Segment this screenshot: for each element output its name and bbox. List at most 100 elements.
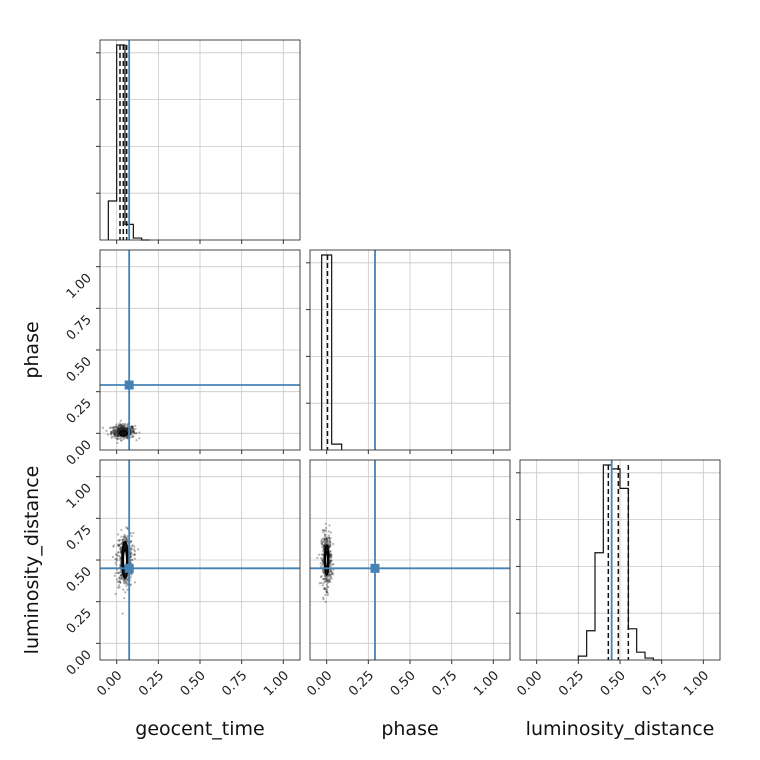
sample-point: [329, 580, 332, 583]
sample-point: [327, 580, 330, 583]
sample-point: [120, 427, 123, 430]
sample-point: [131, 425, 134, 429]
sample-point: [328, 537, 331, 541]
sample-point: [119, 427, 122, 431]
sample-point: [118, 538, 121, 541]
sample-point: [120, 577, 123, 580]
sample-point: [133, 549, 137, 553]
sample-point: [130, 427, 134, 430]
sample-point: [324, 522, 327, 525]
sample-point: [119, 556, 122, 559]
histogram-geocent_time: [107, 44, 150, 241]
sample-point: [316, 556, 319, 559]
panel-geocent_time-geocent_time: [96, 39, 301, 244]
sample-point: [322, 582, 325, 585]
sample-point: [112, 431, 116, 434]
sample-point: [121, 427, 124, 431]
sample-point: [328, 542, 331, 545]
sample-point: [119, 425, 123, 428]
sample-point: [120, 439, 123, 442]
sample-point: [321, 584, 324, 587]
sample-point: [118, 586, 121, 589]
sample-point: [326, 591, 329, 595]
sample-point: [117, 435, 120, 438]
sample-point: [125, 584, 128, 587]
sample-point: [118, 426, 121, 429]
sample-point: [124, 428, 127, 431]
sample-point: [122, 425, 125, 429]
sample-point: [329, 543, 332, 547]
sample-point: [118, 558, 121, 562]
sample-point: [116, 434, 119, 437]
sample-point: [122, 427, 125, 430]
panel-frame: [519, 459, 721, 661]
sample-point: [321, 545, 324, 548]
sample-point: [324, 529, 327, 532]
sample-point: [320, 542, 324, 545]
sample-point: [322, 598, 325, 601]
density-core: [118, 430, 129, 437]
x-tick-label: 0.25: [556, 668, 587, 699]
y-tick-label: 0.50: [64, 354, 95, 385]
sample-point: [328, 545, 331, 549]
sample-point: [329, 560, 332, 563]
sample-point: [126, 425, 129, 428]
sample-point: [322, 531, 325, 534]
sample-point: [322, 554, 325, 557]
sample-point: [123, 424, 126, 427]
sample-point: [119, 570, 122, 573]
sample-point: [130, 431, 133, 434]
sample-point: [329, 537, 332, 540]
sample-point: [320, 539, 323, 542]
sample-point: [116, 427, 119, 431]
sample-point: [112, 431, 115, 434]
sample-point: [131, 427, 135, 430]
sample-point: [130, 427, 133, 430]
histogram-phase: [321, 254, 343, 450]
sample-point: [129, 431, 132, 434]
sample-point: [324, 526, 328, 530]
sample-point: [125, 424, 129, 427]
sample-point: [118, 578, 122, 581]
sample-point: [330, 559, 333, 562]
sample-point: [122, 427, 126, 431]
sample-point: [326, 585, 330, 589]
sample-point: [115, 429, 118, 432]
sample-point: [134, 432, 137, 435]
sample-point: [121, 423, 125, 426]
sample-point: [119, 564, 122, 567]
sample-point: [122, 427, 125, 430]
sample-point: [320, 581, 323, 585]
sample-point: [134, 424, 137, 427]
sample-point: [130, 430, 133, 434]
sample-point: [326, 581, 329, 585]
sample-point: [116, 438, 119, 441]
sample-point: [318, 553, 321, 556]
sample-point: [115, 432, 118, 435]
sample-point: [115, 427, 119, 431]
sample-point: [125, 526, 128, 529]
sample-point: [123, 427, 127, 431]
sample-point: [122, 425, 126, 428]
sample-point: [132, 427, 135, 430]
sample-point: [321, 570, 324, 573]
sample-point: [117, 427, 120, 431]
sample-point: [114, 429, 117, 432]
sample-point: [115, 423, 118, 426]
sample-point: [328, 539, 331, 542]
y-tick-label: 0.75: [64, 523, 95, 554]
sample-point: [132, 429, 135, 432]
sample-point: [129, 428, 133, 431]
sample-point: [132, 531, 135, 535]
sample-point: [110, 431, 113, 435]
sample-point: [319, 557, 323, 560]
sample-point: [113, 426, 116, 430]
y-tick-label: 1.00: [64, 481, 95, 512]
sample-point: [329, 574, 333, 577]
truth-marker: [124, 563, 134, 573]
sample-point: [325, 590, 328, 593]
sample-point: [119, 424, 122, 428]
sample-point: [133, 431, 136, 434]
sample-point: [114, 557, 117, 560]
sample-point: [125, 436, 128, 439]
